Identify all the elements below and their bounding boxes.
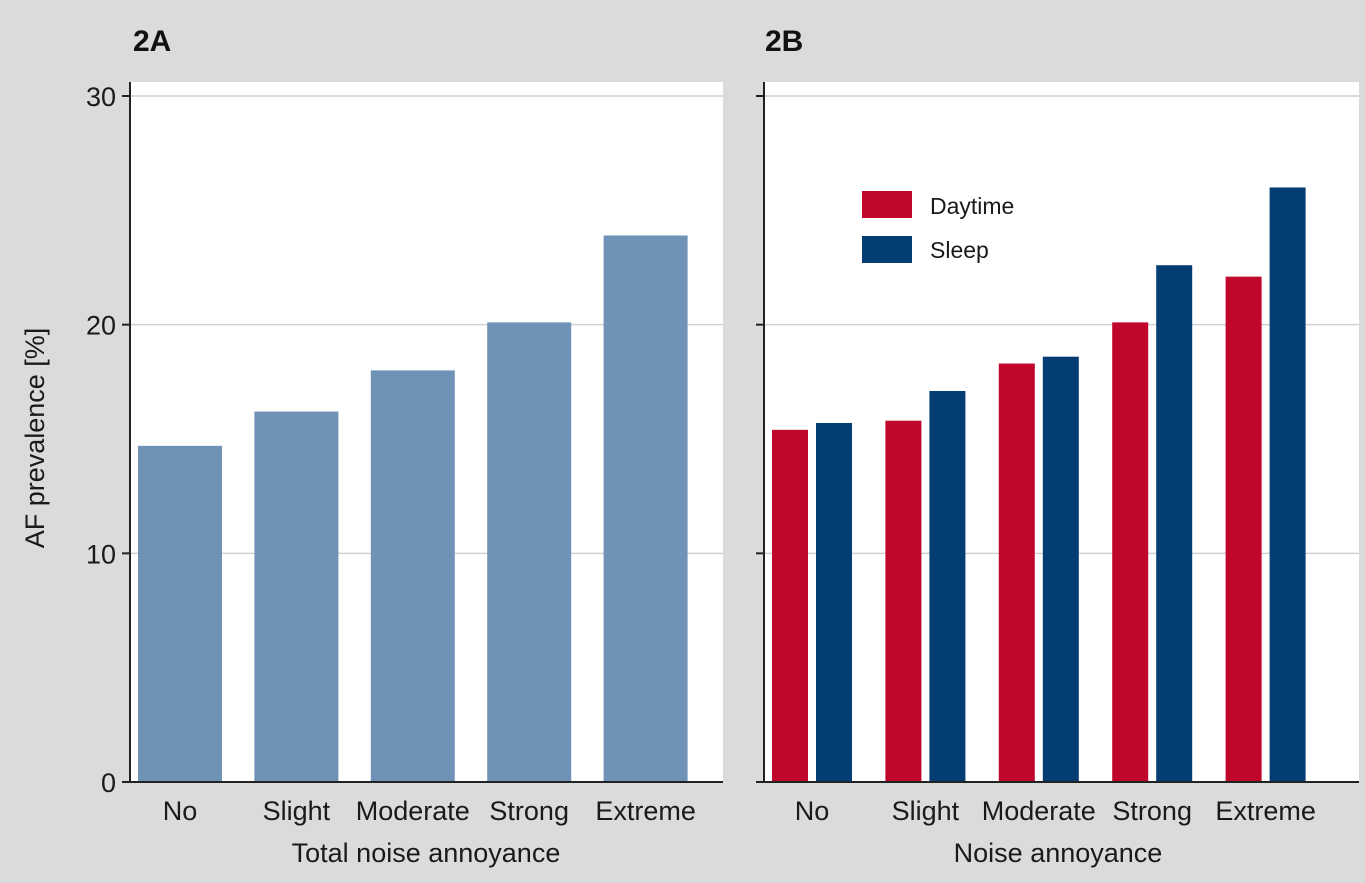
- bar-2b-sleep-no: [816, 422, 852, 782]
- x-tick-label-2a: Slight: [263, 796, 331, 826]
- legend-swatch-sleep: [862, 236, 912, 263]
- x-tick-labels-2a: No Slight Moderate Strong Extreme: [163, 796, 696, 826]
- panel-title-2b: 2B: [765, 25, 803, 58]
- y-ticks-2a: 0 10 20 30: [86, 82, 130, 798]
- x-tick-label-2b: Extreme: [1215, 796, 1316, 826]
- bar-2b-daytime-extreme: [1225, 276, 1262, 782]
- bar-2b-daytime-slight: [885, 420, 922, 782]
- bar-2a-bar-no: [138, 445, 222, 782]
- bar-2b-sleep-slight: [929, 390, 966, 782]
- x-tick-label-2b: No: [795, 796, 830, 826]
- y-ticks-2b: [756, 95, 764, 783]
- legend-label-daytime: Daytime: [930, 193, 1014, 219]
- bars-2a: [138, 235, 688, 782]
- legend: Daytime Sleep: [862, 191, 1014, 263]
- bar-2a-bar-slight: [254, 411, 339, 782]
- bar-2b-sleep-strong: [1156, 265, 1193, 782]
- x-tick-label-2a: Extreme: [595, 796, 696, 826]
- x-axis-label-2a: Total noise annoyance: [292, 838, 561, 868]
- legend-label-sleep: Sleep: [930, 237, 989, 263]
- x-tick-label-2b: Strong: [1112, 796, 1192, 826]
- bar-2b-daytime-moderate: [998, 363, 1035, 782]
- legend-swatch-daytime: [862, 191, 912, 218]
- bar-2a-bar-extreme: [603, 235, 688, 782]
- bar-2a-bar-strong: [487, 322, 572, 782]
- bar-2b-sleep-moderate: [1042, 356, 1079, 782]
- x-tick-label-2a: Strong: [489, 796, 569, 826]
- bar-2b-daytime-strong: [1112, 322, 1149, 782]
- y-tick-label: 10: [86, 539, 116, 569]
- bar-2a-bar-moderate: [370, 370, 455, 782]
- x-tick-label-2b: Slight: [892, 796, 960, 826]
- panel-2a: 2A 0 10 20 30 No Slight Moderate Strong Extreme…: [20, 25, 723, 868]
- y-axis-label: AF prevalence [%]: [20, 328, 50, 549]
- panel-2b: 2B No Slight Moderate Strong Extreme Daytime…: [756, 25, 1359, 868]
- x-axis-label-2b: Noise annoyance: [954, 838, 1163, 868]
- x-tick-label-2b: Moderate: [982, 796, 1096, 826]
- bars-2b: [772, 187, 1306, 782]
- panel-title-2a: 2A: [133, 25, 171, 58]
- bar-2b-sleep-extreme: [1269, 187, 1306, 782]
- x-tick-label-2a: No: [163, 796, 198, 826]
- y-tick-label: 0: [101, 768, 116, 798]
- bar-2b-daytime-no: [772, 429, 808, 782]
- x-tick-labels-2b: No Slight Moderate Strong Extreme: [795, 796, 1316, 826]
- x-tick-label-2a: Moderate: [356, 796, 470, 826]
- y-tick-label: 20: [86, 311, 116, 341]
- y-tick-label: 30: [86, 82, 116, 112]
